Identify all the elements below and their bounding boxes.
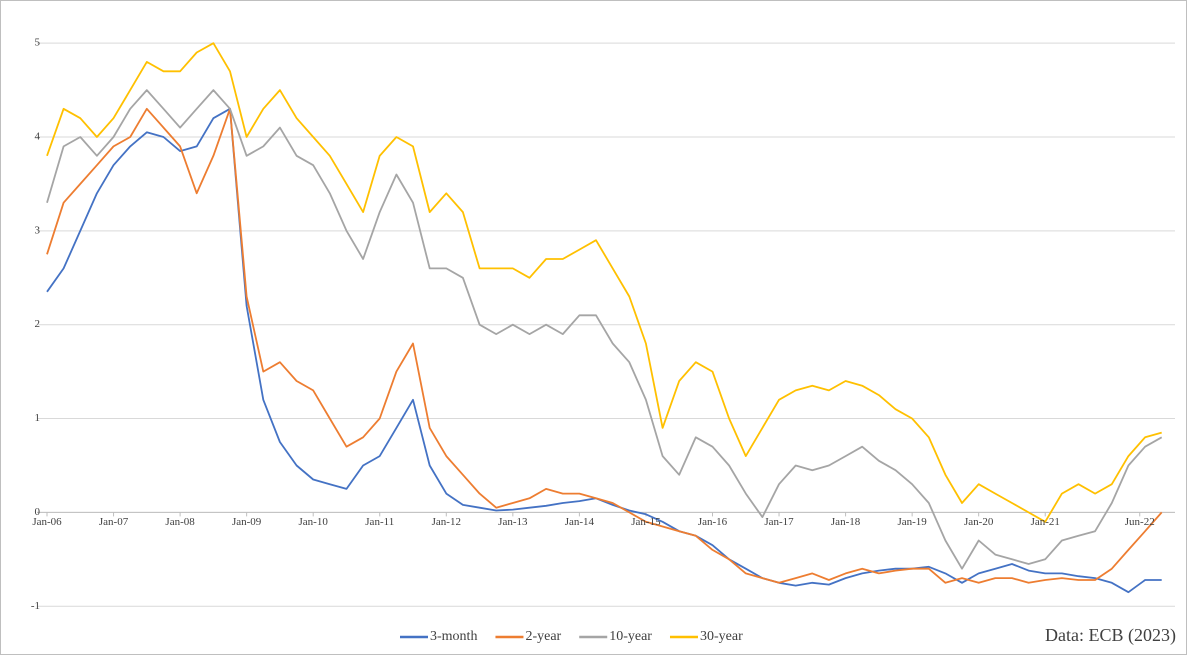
y-tick-label: 3 (35, 224, 41, 236)
x-tick-label: Jan-15 (631, 516, 661, 528)
x-tick-label: Jan-12 (432, 516, 461, 528)
x-tick-label: Jan-13 (498, 516, 528, 528)
y-tick-label: 0 (35, 506, 41, 518)
x-tick-label: Jun-22 (1125, 516, 1155, 528)
y-tick-label: 4 (35, 131, 41, 143)
y-tick-label: 5 (35, 37, 41, 49)
x-tick-label: Jan-16 (698, 516, 728, 528)
legend-label: 30-year (700, 629, 743, 644)
legend-label: 3-month (430, 629, 477, 644)
x-tick-label: Jan-14 (565, 516, 595, 528)
grid (37, 42, 1175, 607)
series-line (46, 107, 1163, 584)
y-tick-label: 1 (35, 412, 41, 424)
x-tick-label: Jan-07 (99, 516, 129, 528)
series-line (46, 89, 1163, 570)
legend-label: 2-year (525, 629, 561, 644)
x-tick-label: Jan-11 (365, 516, 394, 528)
x-tick-label: Jan-17 (764, 516, 794, 528)
legend-label: 10-year (609, 629, 652, 644)
y-tick-label: -1 (31, 600, 40, 612)
x-tick-label: Jan-21 (1031, 516, 1060, 528)
x-tick-label: Jan-20 (964, 516, 994, 528)
legend: 3-month 2-year 10-year 30-year (400, 629, 743, 644)
x-tick-label: Jan-18 (831, 516, 861, 528)
x-tick-label: Jan-09 (232, 516, 262, 528)
x-tick-label: Jan-06 (32, 516, 62, 528)
y-tick-label: 2 (35, 318, 41, 330)
source-note: Data: ECB (2023) (1045, 625, 1176, 646)
x-tick-label: Jan-10 (299, 516, 329, 528)
labels: -1 0 1 2 3 4 5 Jan-06 Jan-07 Jan-08 Jan-09 Jan-10 Ja… (31, 37, 1155, 612)
series-line (46, 42, 1162, 523)
x-tick-label: Jan-08 (165, 516, 195, 528)
x-tick-label: Jan-19 (897, 516, 927, 528)
lines (46, 42, 1163, 594)
